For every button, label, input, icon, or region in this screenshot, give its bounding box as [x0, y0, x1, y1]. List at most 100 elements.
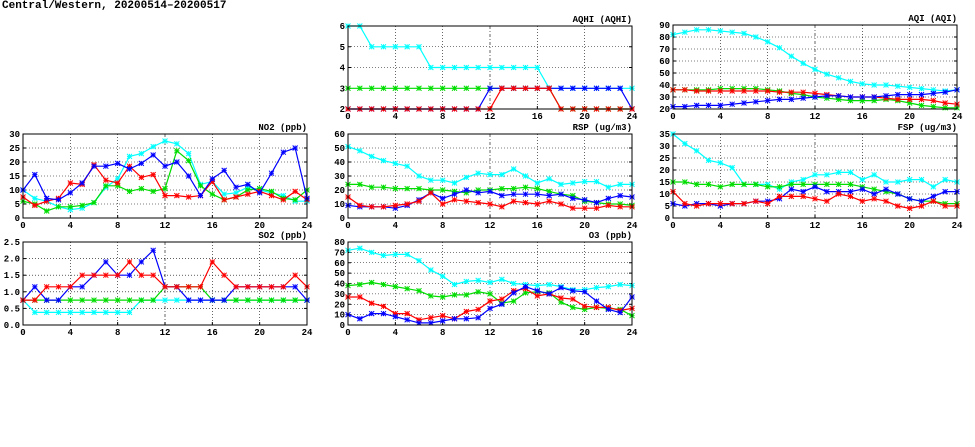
- y-tick-label: 30: [334, 290, 345, 300]
- data-point-cyan: [617, 281, 624, 288]
- data-point-red: [741, 200, 747, 207]
- data-point-blue: [55, 297, 62, 303]
- data-point-cyan: [55, 309, 62, 316]
- x-tick-label: 4: [393, 221, 399, 231]
- data-point-red: [705, 200, 712, 207]
- data-point-red: [918, 96, 925, 103]
- data-point-red: [292, 272, 299, 279]
- data-point-green: [233, 297, 239, 303]
- x-tick-label: 16: [532, 112, 543, 122]
- data-point-blue: [894, 191, 901, 197]
- data-point-green: [209, 191, 216, 198]
- data-point-green: [729, 181, 736, 188]
- data-point-red: [451, 196, 458, 203]
- data-point-blue: [800, 95, 807, 102]
- plot-frame: [672, 133, 958, 219]
- data-point-red: [705, 88, 712, 94]
- data-point-blue: [126, 272, 133, 279]
- x-tick-label: 20: [579, 221, 590, 231]
- data-point-green: [67, 297, 74, 303]
- data-point-red: [930, 97, 937, 104]
- x-tick-label: 20: [904, 112, 915, 122]
- data-point-red: [942, 203, 949, 209]
- data-point-cyan: [427, 267, 434, 273]
- data-point-blue: [569, 85, 576, 92]
- data-point-blue: [788, 96, 795, 103]
- data-point-cyan: [847, 169, 854, 176]
- data-point-cyan: [681, 29, 688, 36]
- data-point-red: [693, 203, 700, 209]
- data-point-blue: [918, 198, 925, 205]
- x-tick-label: 8: [440, 221, 445, 231]
- data-point-red: [812, 195, 818, 202]
- x-tick-label: 20: [254, 328, 265, 338]
- data-point-red: [138, 174, 145, 181]
- x-tick-label: 24: [627, 221, 638, 231]
- data-point-blue: [847, 94, 854, 100]
- data-point-red: [43, 283, 50, 290]
- data-point-red: [729, 200, 736, 207]
- data-point-cyan: [534, 180, 541, 186]
- data-point-cyan: [31, 309, 38, 316]
- data-point-red: [404, 310, 411, 317]
- x-tick-label: 24: [302, 328, 313, 338]
- x-tick-label: 8: [440, 328, 445, 338]
- data-point-green: [197, 182, 204, 189]
- data-point-blue: [605, 195, 612, 202]
- data-point-cyan: [510, 280, 517, 287]
- data-point-blue: [126, 166, 133, 172]
- data-point-blue: [522, 283, 529, 290]
- y-tick-label: 2.5: [4, 238, 20, 248]
- data-point-red: [498, 203, 505, 210]
- data-point-cyan: [693, 147, 700, 154]
- data-point-red: [729, 88, 736, 94]
- data-point-cyan: [416, 43, 422, 50]
- y-tick-label: 50: [334, 144, 345, 154]
- data-point-cyan: [463, 278, 470, 285]
- data-point-green: [185, 157, 192, 164]
- series-red: [345, 189, 635, 212]
- y-tick-label: 10: [334, 200, 345, 210]
- chart-no2: 0 5 10 15 20 25 30 0 4 8 12 16 20 24 NO2 (ppb): [9, 123, 313, 231]
- data-point-blue: [859, 186, 866, 193]
- data-point-blue: [581, 196, 588, 203]
- data-point-red: [244, 283, 251, 290]
- data-point-blue: [510, 191, 517, 198]
- data-point-cyan: [126, 309, 133, 316]
- data-point-cyan: [451, 64, 458, 71]
- data-point-blue: [812, 183, 818, 190]
- data-point-blue: [522, 191, 529, 198]
- data-point-red: [185, 194, 192, 200]
- data-point-cyan: [185, 150, 192, 157]
- data-point-blue: [280, 149, 287, 156]
- data-point-blue: [558, 284, 564, 291]
- y-tick-label: 30: [9, 130, 20, 140]
- data-point-red: [392, 202, 399, 209]
- data-point-green: [918, 102, 925, 109]
- data-point-red: [522, 85, 529, 92]
- x-tick-label: 12: [485, 112, 496, 122]
- data-point-cyan: [427, 64, 434, 71]
- data-point-green: [404, 285, 411, 292]
- data-point-red: [581, 303, 588, 310]
- data-point-red: [475, 199, 482, 206]
- data-point-green: [356, 181, 363, 188]
- y-tick-label: 5: [665, 202, 670, 212]
- data-point-cyan: [894, 179, 901, 185]
- plot-frame: [347, 241, 633, 326]
- data-point-blue: [31, 171, 38, 178]
- data-point-blue: [268, 170, 275, 177]
- data-point-green: [510, 298, 517, 304]
- y-tick-label: 40: [334, 158, 345, 168]
- x-tick-label: 0: [20, 328, 25, 338]
- data-point-red: [126, 259, 133, 265]
- data-point-cyan: [546, 281, 553, 288]
- data-point-cyan: [404, 251, 411, 258]
- x-tick-label: 16: [857, 112, 868, 122]
- data-point-blue: [883, 186, 889, 193]
- data-point-green: [356, 281, 363, 288]
- data-point-green: [705, 181, 712, 188]
- x-tick-label: 20: [254, 221, 265, 231]
- data-point-cyan: [741, 30, 747, 37]
- data-point-cyan: [871, 82, 878, 88]
